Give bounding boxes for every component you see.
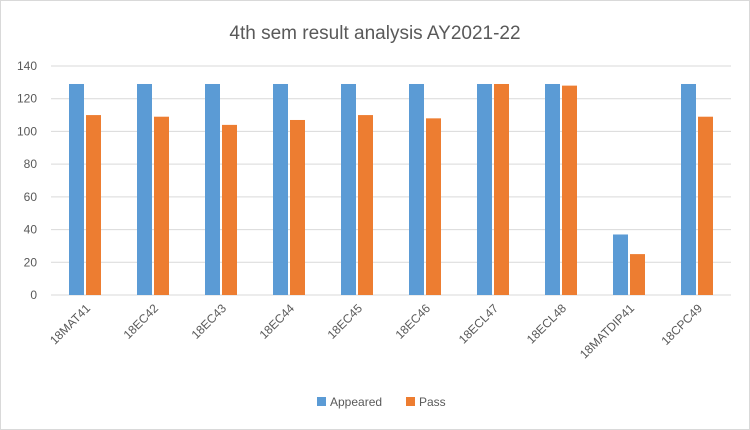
bar-pass-18ec45 [358,115,373,295]
bar-appeared-18matdip41 [613,234,628,295]
y-tick-label: 80 [24,157,38,171]
bar-appeared-18ec42 [137,83,152,295]
y-tick-label: 40 [24,223,38,237]
bar-pass-18cpc49 [698,116,713,295]
legend-label-pass: Pass [419,395,446,409]
bar-appeared-18ec43 [205,83,220,295]
x-tick-label: 18EC43 [189,301,230,342]
x-tick-label: 18EC42 [121,301,162,342]
legend-swatch-pass [406,397,415,406]
x-tick-label: 18EC46 [393,301,434,342]
bars [69,83,713,295]
bar-appeared-18ecl48 [545,83,560,295]
y-axis: 0 20 40 60 80 100 120 140 [17,59,37,302]
x-tick-label: 18ECL48 [524,301,570,347]
x-tick-label: 18MAT41 [47,301,93,347]
y-tick-label: 120 [17,92,37,106]
gridlines [51,65,731,296]
bar-pass-18ecl48 [562,85,577,295]
y-tick-label: 140 [17,59,37,73]
bar-pass-18ec42 [154,116,169,295]
bar-appeared-18ec45 [341,83,356,295]
bar-pass-18mat41 [86,115,101,295]
y-tick-label: 20 [24,255,38,269]
x-tick-label: 18ECL47 [456,301,502,347]
y-tick-label: 0 [30,288,37,302]
bar-appeared-18mat41 [69,83,84,295]
x-axis: 18MAT41 18EC42 18EC43 18EC44 18EC45 18EC46 18E… [47,301,705,361]
x-tick-label: 18EC45 [325,301,366,342]
y-tick-label: 60 [24,190,38,204]
chart-title: 4th sem result analysis AY2021-22 [229,23,520,44]
bar-appeared-18ec46 [409,83,424,295]
bar-appeared-18cpc49 [681,83,696,295]
bar-pass-18matdip41 [630,254,645,295]
bar-pass-18ec44 [290,119,305,295]
x-tick-label: 18CPC49 [658,301,705,348]
legend-swatch-appeared [317,397,326,406]
bar-appeared-18ec44 [273,83,288,295]
y-tick-label: 100 [17,124,37,138]
legend-label-appeared: Appeared [330,395,382,409]
bar-pass-18ec43 [222,124,237,295]
bar-pass-18ecl47 [494,83,509,295]
legend: Appeared Pass [317,395,446,409]
x-tick-label: 18MATDIP41 [577,301,637,361]
bar-pass-18ec46 [426,118,441,295]
bar-appeared-18ecl47 [477,83,492,295]
x-tick-label: 18EC44 [257,301,298,342]
